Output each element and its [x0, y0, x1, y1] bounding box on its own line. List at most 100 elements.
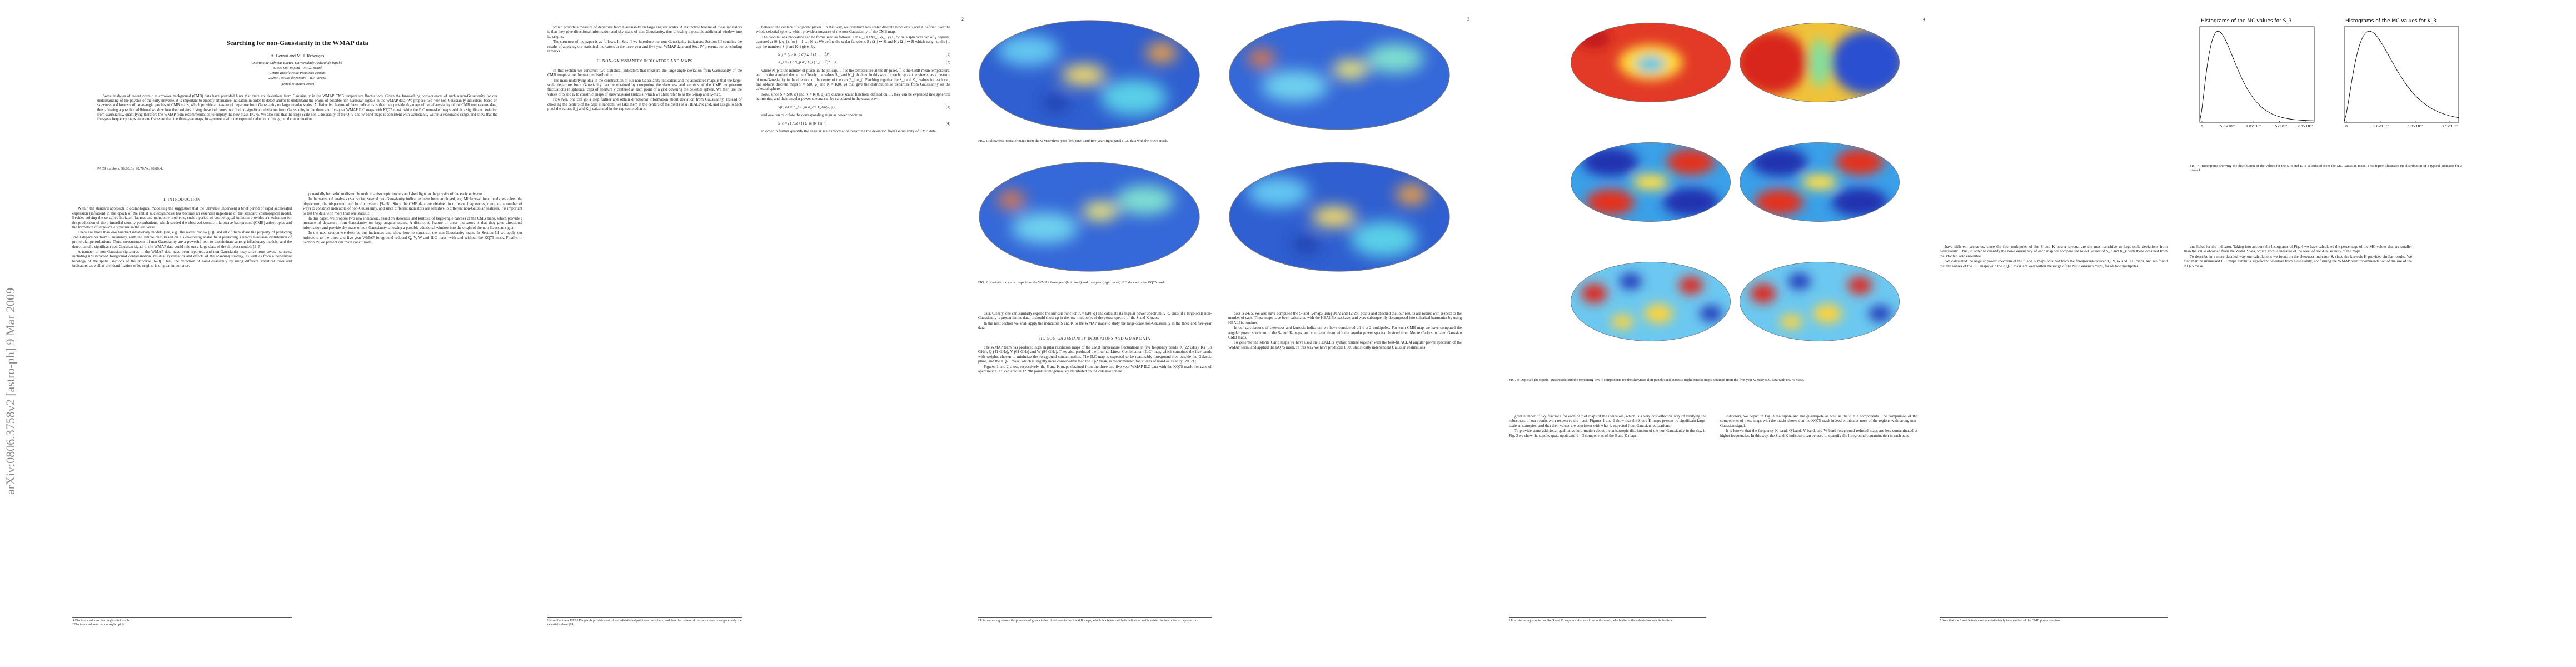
paragraph: To describe in a more detailed way our c…: [2184, 254, 2412, 268]
histogram-title: Histograms of the MC values for S_3: [2201, 18, 2292, 24]
text-column: due holes for the indicator. Taking into…: [2184, 245, 2412, 269]
paragraph: in order to further quantify the angular…: [761, 128, 937, 133]
paragraph: To generate the Monte Carlo maps we have…: [1228, 340, 1462, 350]
equation: S(θ, φ) = Σ_ℓ Σ_m b_ℓm Y_ℓm(θ, φ) , (3): [778, 105, 950, 109]
histogram-title: Histograms of the MC values for K_3: [2345, 18, 2437, 24]
sky-map-image: [1228, 161, 1451, 272]
paragraph: due holes for the indicator. Taking into…: [2184, 245, 2412, 254]
page-number: 4: [1923, 17, 1925, 22]
paragraph: and one can calculate the corresponding …: [761, 113, 863, 118]
sky-map: [1570, 142, 1731, 222]
paragraph: In the statistical analysis used so far,…: [303, 197, 522, 216]
paragraph: The structure of the paper is as follows…: [547, 39, 742, 54]
affiliation: 37500-903 Itajubá – M.G., Brazil: [273, 66, 322, 70]
sky-map-image: [978, 19, 1200, 131]
paragraph: between the centers of adjacent pixels.¹…: [756, 25, 950, 34]
x-tick-label: 1.0×10⁻⁴: [2408, 125, 2423, 128]
sky-map: [978, 19, 1200, 131]
equation: K_j = (1 / N_p σ⁴) Σ_i (T_i − T̄)⁴ − 3 ,…: [778, 60, 950, 64]
sky-map-image: [978, 161, 1200, 272]
footnote: ∗Electronic address: bernui@unifei.edu.b…: [72, 619, 130, 623]
x-tick-label: 5.0×10⁻⁵: [2373, 125, 2389, 128]
histogram: Histograms of the MC values for K_3 0 5.0×…: [2344, 18, 2459, 128]
sky-map-image: [1739, 22, 1900, 103]
sky-map: [1228, 19, 1451, 131]
footnotes: ¹ Note that these HEALPix pixels provide…: [547, 617, 742, 627]
x-tick-label: 2.0×10⁻⁴: [2298, 125, 2313, 128]
figure-caption: FIG. 4: Histograms showing the distribut…: [2190, 164, 2462, 172]
equation-number: (1): [945, 52, 950, 57]
pacs: PACS numbers: 98.80.Es, 98.70.Vc, 98.80.…: [97, 167, 163, 171]
sky-map-image: [1739, 142, 1900, 222]
page-number: 3: [1467, 17, 1469, 22]
equation: S_ℓ = (1 / 2ℓ+1) Σ_m |b_ℓm|² , (4): [778, 121, 950, 126]
figure-caption: FIG. 1: Skewness indicator maps from the…: [978, 139, 1168, 143]
paragraph: Now, since S = S(θ, φ) and K = K(θ, φ) a…: [756, 92, 950, 102]
affiliation: 22290-180 Rio de Janeiro – R.J., Brazil: [268, 76, 326, 80]
equation: S_j = (1 / N_p σ³) Σ_i (T_i − T̄)³ , (1): [778, 52, 950, 57]
x-tick-label: 1.5×10⁻⁴: [2272, 125, 2288, 128]
paragraph: We calculated the angular power spectrum…: [1940, 259, 2168, 268]
affiliation: Instituto de Ciências Exatas, Universida…: [252, 61, 342, 65]
paragraph: In this paper, we propose two new indica…: [303, 216, 522, 230]
sky-map: [1570, 22, 1731, 103]
paragraph: which provide a measure of departure fro…: [547, 25, 742, 39]
equation-number: (4): [945, 121, 950, 126]
text-column: great number of sky fractions for each p…: [1509, 414, 1706, 439]
figure-caption: FIG. 3: Depicted the dipole, quadrupole …: [1509, 378, 1805, 382]
paragraph: Within the standard approach to cosmolog…: [72, 206, 292, 230]
paragraph: In this section we construct two statist…: [547, 68, 742, 78]
paragraph: indicators, we depict in Fig. 3 the dipo…: [1720, 414, 1917, 428]
equation-body: S_j = (1 / N_p σ³) Σ_i (T_i − T̄)³ ,: [778, 52, 831, 57]
sky-map: [1739, 22, 1900, 103]
footnotes: ³ It is interesting to note that the S a…: [1509, 617, 1706, 623]
paragraph: There are more than one hundred inflatio…: [72, 230, 292, 249]
paragraph: However, one can go a step further and o…: [547, 97, 742, 112]
footnote: †Electronic address: reboucas@cbpf.br: [72, 623, 125, 627]
paragraph: The main underlying idea in the construc…: [547, 78, 742, 97]
x-tick-label: 0: [2201, 125, 2203, 128]
paragraph: data. Clearly, one can similarly expand …: [978, 311, 1212, 321]
paragraph: where N_p is the number of pixels in the…: [756, 68, 950, 92]
histogram-curve: [2344, 31, 2459, 122]
text-column: data. Clearly, one can similarly expand …: [978, 311, 1212, 374]
footnotes: ⁴ Note that the S and K indicators are s…: [1940, 617, 2168, 623]
sky-map-image: [1570, 142, 1731, 222]
footnotes: ∗Electronic address: bernui@unifei.edu.b…: [72, 617, 292, 627]
paragraph: great number of sky fractions for each p…: [1509, 414, 1706, 428]
equation-number: (3): [945, 104, 950, 109]
equation-body: S(θ, φ) = Σ_ℓ Σ_m b_ℓm Y_ℓm(θ, φ) ,: [778, 104, 837, 109]
sky-map: [1570, 261, 1731, 342]
page-number: 2: [961, 17, 964, 22]
x-tick-label: 1.5×10⁻⁴: [2442, 125, 2458, 128]
paragraph: In the next section we shall apply the i…: [978, 321, 1212, 331]
sky-map: [1228, 161, 1451, 272]
x-tick-label: 5.0×10⁻⁵: [2220, 125, 2236, 128]
paragraph: Figures 1 and 2 show, respectively, the …: [978, 364, 1212, 374]
authors: A. Bernui and M. J. Rebouças: [270, 53, 325, 58]
footnote: ³ It is interesting to note that the S a…: [1509, 619, 1673, 623]
sky-map-image: [1570, 261, 1731, 342]
text-column: indicators, we depict in Fig. 3 the dipo…: [1720, 414, 1917, 439]
paper-title: Searching for non-Gaussianity in the WMA…: [226, 39, 368, 47]
text-column: between the centers of adjacent pixels.¹…: [756, 25, 950, 134]
paragraph: It is known that the frequency K band, Q…: [1720, 429, 1917, 438]
text-column: I. INTRODUCTION Within the standard appro…: [72, 192, 292, 269]
histogram: Histograms of the MC values for S_3 0 5.0×…: [2199, 18, 2315, 128]
sky-map-image: [1570, 22, 1731, 103]
footnote: ¹ Note that these HEALPix pixels provide…: [547, 619, 742, 627]
sky-map-image: [1228, 19, 1451, 131]
footnotes: ² It is interesting to note the presence…: [978, 617, 1212, 623]
paragraph: In our calculations of skewness and kurt…: [1228, 326, 1462, 340]
section-heading: III. NON-GAUSSIANITY INDICATORS AND WMAP…: [1039, 336, 1151, 341]
x-tick-label: 0: [2345, 125, 2348, 128]
date: (Dated: 9 March 2009): [281, 82, 314, 86]
arxiv-sidebar: arXiv:0806.3758v2 [astro-ph] 9 Mar 2009: [3, 287, 17, 495]
paragraph: dots is 2475. We also have computed the …: [1228, 311, 1462, 325]
equation-number: (2): [945, 60, 950, 65]
x-tick-label: 1.0×10⁻⁴: [2246, 125, 2261, 128]
text-column: dots is 2475. We also have computed the …: [1228, 311, 1462, 350]
figure-caption: FIG. 2: Kurtosis indicator maps from the…: [978, 281, 1166, 285]
paragraph: In the next section we describe our indi…: [303, 231, 522, 245]
